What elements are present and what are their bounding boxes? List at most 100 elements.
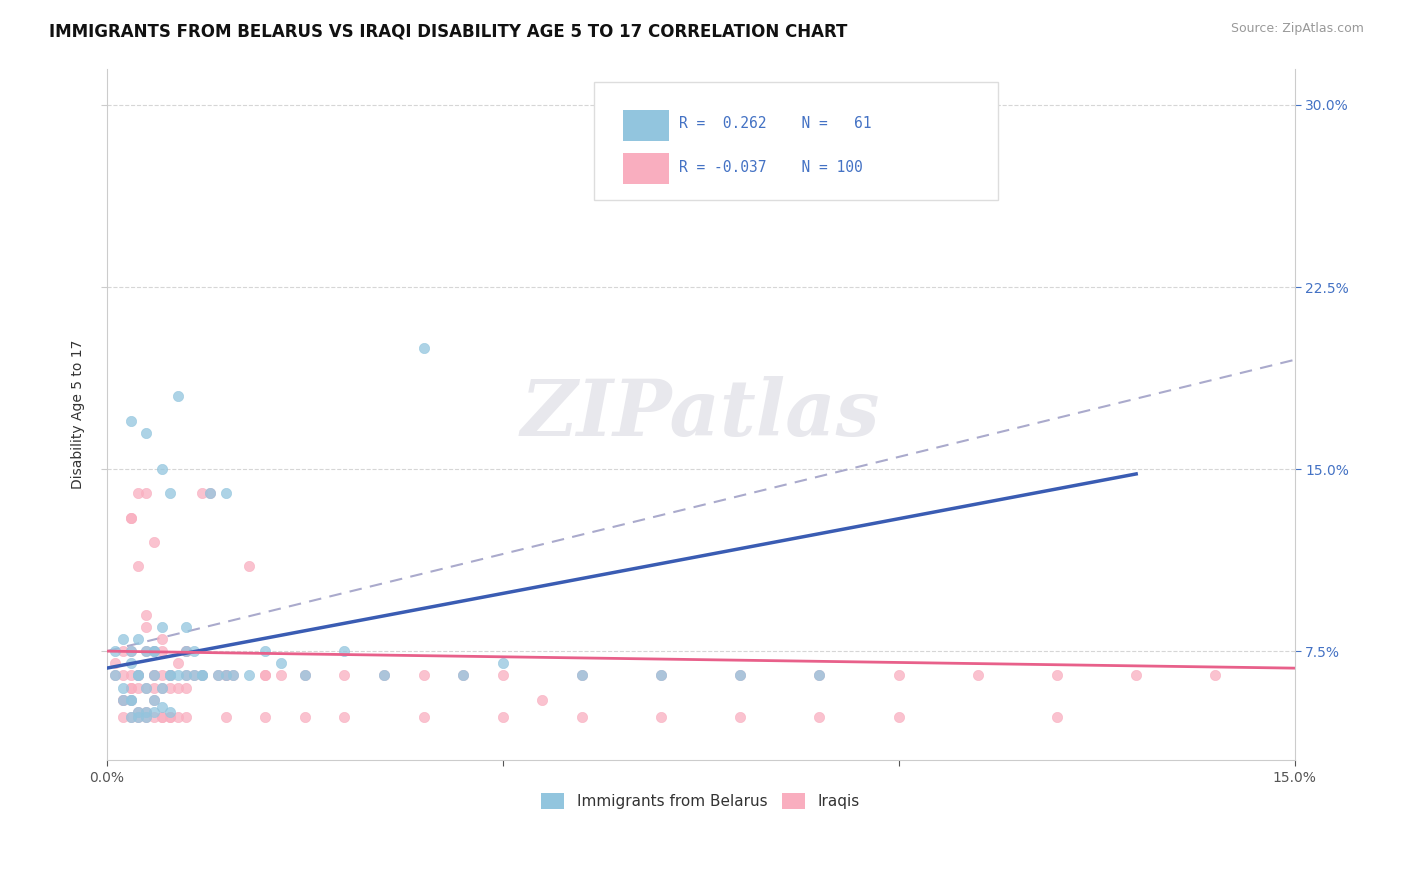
Point [451, 668, 474, 682]
Point [174, 644, 197, 658]
Point [214, 486, 236, 500]
Point [333, 644, 356, 658]
Point [174, 668, 197, 682]
Point [150, 700, 173, 714]
Point [135, 681, 157, 695]
Point [127, 709, 149, 723]
Point [159, 668, 181, 682]
Point [143, 535, 166, 549]
Point [143, 692, 166, 706]
Point [143, 692, 166, 706]
Point [127, 709, 149, 723]
Point [159, 668, 181, 682]
Point [120, 510, 142, 524]
Point [111, 632, 134, 646]
Point [214, 668, 236, 682]
Text: R =  0.262    N =   61: R = 0.262 N = 61 [679, 116, 872, 131]
Point [191, 668, 214, 682]
Point [294, 709, 316, 723]
Point [222, 668, 245, 682]
Point [728, 668, 751, 682]
Point [127, 668, 149, 682]
Point [135, 681, 157, 695]
Point [143, 681, 166, 695]
Point [214, 668, 236, 682]
Point [650, 709, 672, 723]
Point [167, 709, 190, 723]
Point [174, 644, 197, 658]
Point [150, 668, 173, 682]
Point [127, 705, 149, 719]
Point [571, 668, 593, 682]
FancyBboxPatch shape [623, 110, 669, 141]
Point [150, 644, 173, 658]
Point [127, 632, 149, 646]
Point [159, 668, 181, 682]
Point [174, 668, 197, 682]
Point [120, 681, 142, 695]
Point [159, 705, 181, 719]
Point [207, 668, 229, 682]
Point [222, 668, 245, 682]
Point [120, 692, 142, 706]
Point [492, 709, 515, 723]
Point [111, 668, 134, 682]
Point [104, 668, 127, 682]
Point [159, 486, 181, 500]
Point [191, 668, 214, 682]
Point [214, 668, 236, 682]
Point [150, 681, 173, 695]
Point [127, 668, 149, 682]
Point [174, 681, 197, 695]
Point [808, 668, 831, 682]
Point [808, 668, 831, 682]
Point [135, 425, 157, 440]
Point [191, 486, 214, 500]
Point [159, 668, 181, 682]
Point [150, 681, 173, 695]
Point [120, 510, 142, 524]
Point [150, 632, 173, 646]
Point [412, 341, 434, 355]
Point [294, 668, 316, 682]
Point [135, 705, 157, 719]
Point [1125, 668, 1147, 682]
Point [120, 657, 142, 671]
Point [127, 559, 149, 574]
Point [143, 668, 166, 682]
Point [887, 668, 910, 682]
Point [270, 657, 292, 671]
Point [120, 681, 142, 695]
Point [207, 668, 229, 682]
Point [143, 668, 166, 682]
Point [111, 692, 134, 706]
Point [167, 668, 190, 682]
Text: IMMIGRANTS FROM BELARUS VS IRAQI DISABILITY AGE 5 TO 17 CORRELATION CHART: IMMIGRANTS FROM BELARUS VS IRAQI DISABIL… [49, 22, 848, 40]
Point [111, 692, 134, 706]
Point [104, 668, 127, 682]
Point [120, 413, 142, 427]
Point [159, 681, 181, 695]
Point [111, 644, 134, 658]
Point [808, 709, 831, 723]
Point [1204, 668, 1226, 682]
Point [294, 668, 316, 682]
Point [333, 668, 356, 682]
Point [254, 668, 277, 682]
FancyBboxPatch shape [593, 82, 998, 200]
Point [127, 705, 149, 719]
Point [887, 709, 910, 723]
Point [451, 668, 474, 682]
Point [159, 668, 181, 682]
Point [127, 668, 149, 682]
Point [254, 709, 277, 723]
Point [120, 644, 142, 658]
Point [120, 709, 142, 723]
Point [198, 486, 221, 500]
Point [120, 668, 142, 682]
Point [183, 668, 205, 682]
Point [492, 668, 515, 682]
Point [111, 709, 134, 723]
Point [111, 681, 134, 695]
Point [143, 644, 166, 658]
